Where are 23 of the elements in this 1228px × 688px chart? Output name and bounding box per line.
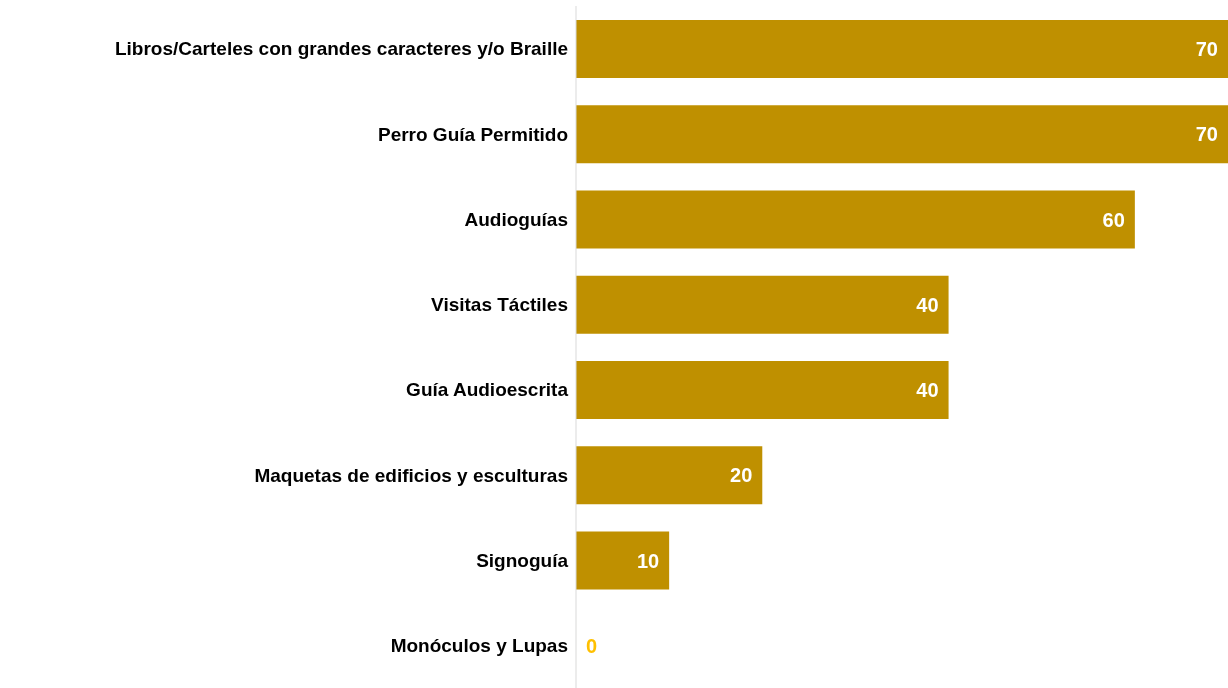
data-label: 20 [730,464,753,487]
data-label: 70 [1195,123,1218,146]
data-label: 0 [586,634,598,657]
bar [576,275,949,334]
data-label: 40 [916,293,939,316]
data-label: 70 [1195,38,1218,60]
data-label: 40 [916,379,939,401]
bar [576,20,1228,78]
bar [576,105,1228,164]
y-tick-label: Maquetas de edificios y esculturas [254,464,568,486]
bar [576,446,763,505]
y-tick-label: Libros/Carteles con grandes caracteres y/o Braille [114,38,568,60]
y-tick-label: Monóculos y Lupas [390,635,568,657]
bar [576,361,949,419]
y-tick-label: Signoguía [476,549,569,571]
y-tick-label: Visitas Táctiles [431,294,568,316]
bar [576,531,670,590]
data-label: 60 [1102,208,1125,231]
y-tick-label: Perro Guía Permitido [377,123,568,145]
data-label: 10 [636,549,660,572]
y-tick-label: Audioguías [464,208,568,230]
bar [576,190,1135,249]
y-tick-label: Guía Audioescrita [406,379,569,401]
